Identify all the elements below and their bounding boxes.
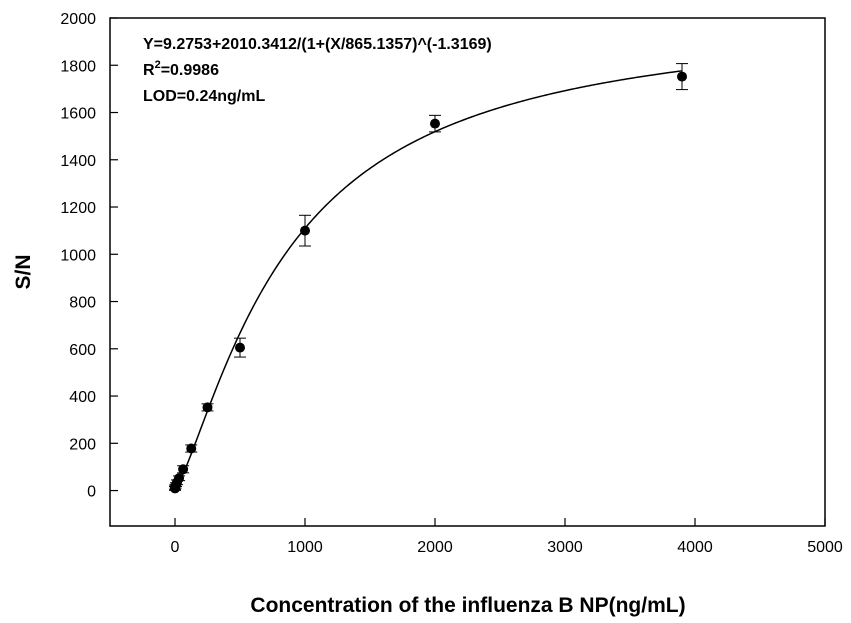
y-tick-label: 2000 (60, 11, 96, 28)
data-point (201, 402, 214, 413)
y-tick-label: 1200 (60, 200, 96, 217)
x-axis-title: Concentration of the influenza B NP(ng/m… (250, 594, 685, 617)
r-squared-annotation: R2=0.9986 (143, 59, 219, 79)
x-tick-label: 1000 (287, 539, 323, 556)
y-tick-label: 1000 (60, 247, 96, 264)
data-point (185, 443, 198, 454)
x-tick-label: 0 (171, 539, 180, 556)
data-point (676, 63, 688, 91)
data-point (429, 114, 441, 133)
y-tick-label: 1400 (60, 153, 96, 170)
equation-annotation: Y=9.2753+2010.3412/(1+(X/865.1357)^(-1.3… (143, 36, 492, 53)
point-marker (677, 71, 687, 82)
point-marker (174, 473, 185, 484)
point-marker (300, 225, 310, 236)
r-squared-superscript: 2 (155, 59, 161, 71)
y-tick-label: 600 (69, 342, 96, 359)
data-point (299, 214, 311, 247)
x-tick-label: 4000 (677, 539, 713, 556)
r-squared-prefix: R (143, 62, 155, 79)
x-tick-label: 5000 (807, 539, 843, 556)
lod-annotation: LOD=0.24ng/mL (143, 88, 265, 105)
fit-curve (174, 70, 683, 489)
x-tick-label: 3000 (547, 539, 583, 556)
tick-group: 0 1000 2000 3000 4000 5000 0 200 400 600 800 1000 12… (60, 11, 842, 556)
y-tick-label: 800 (69, 295, 96, 312)
data-point (173, 473, 186, 484)
point-marker (178, 464, 189, 475)
y-tick-label: 1800 (60, 58, 96, 75)
y-tick-label: 200 (69, 436, 96, 453)
x-tick-label: 2000 (417, 539, 453, 556)
y-tick-label: 1600 (60, 106, 96, 123)
point-marker (186, 443, 197, 454)
point-marker (430, 118, 440, 129)
data-point (177, 464, 190, 475)
y-tick-label: 400 (69, 389, 96, 406)
y-axis-title: S/N (12, 254, 35, 289)
point-marker (235, 342, 245, 353)
point-marker (202, 402, 213, 413)
data-points-group (169, 63, 688, 494)
data-point (234, 337, 246, 358)
y-tick-label: 0 (87, 484, 96, 501)
plot-frame (109, 17, 826, 527)
r-squared-value: =0.9986 (161, 62, 219, 79)
